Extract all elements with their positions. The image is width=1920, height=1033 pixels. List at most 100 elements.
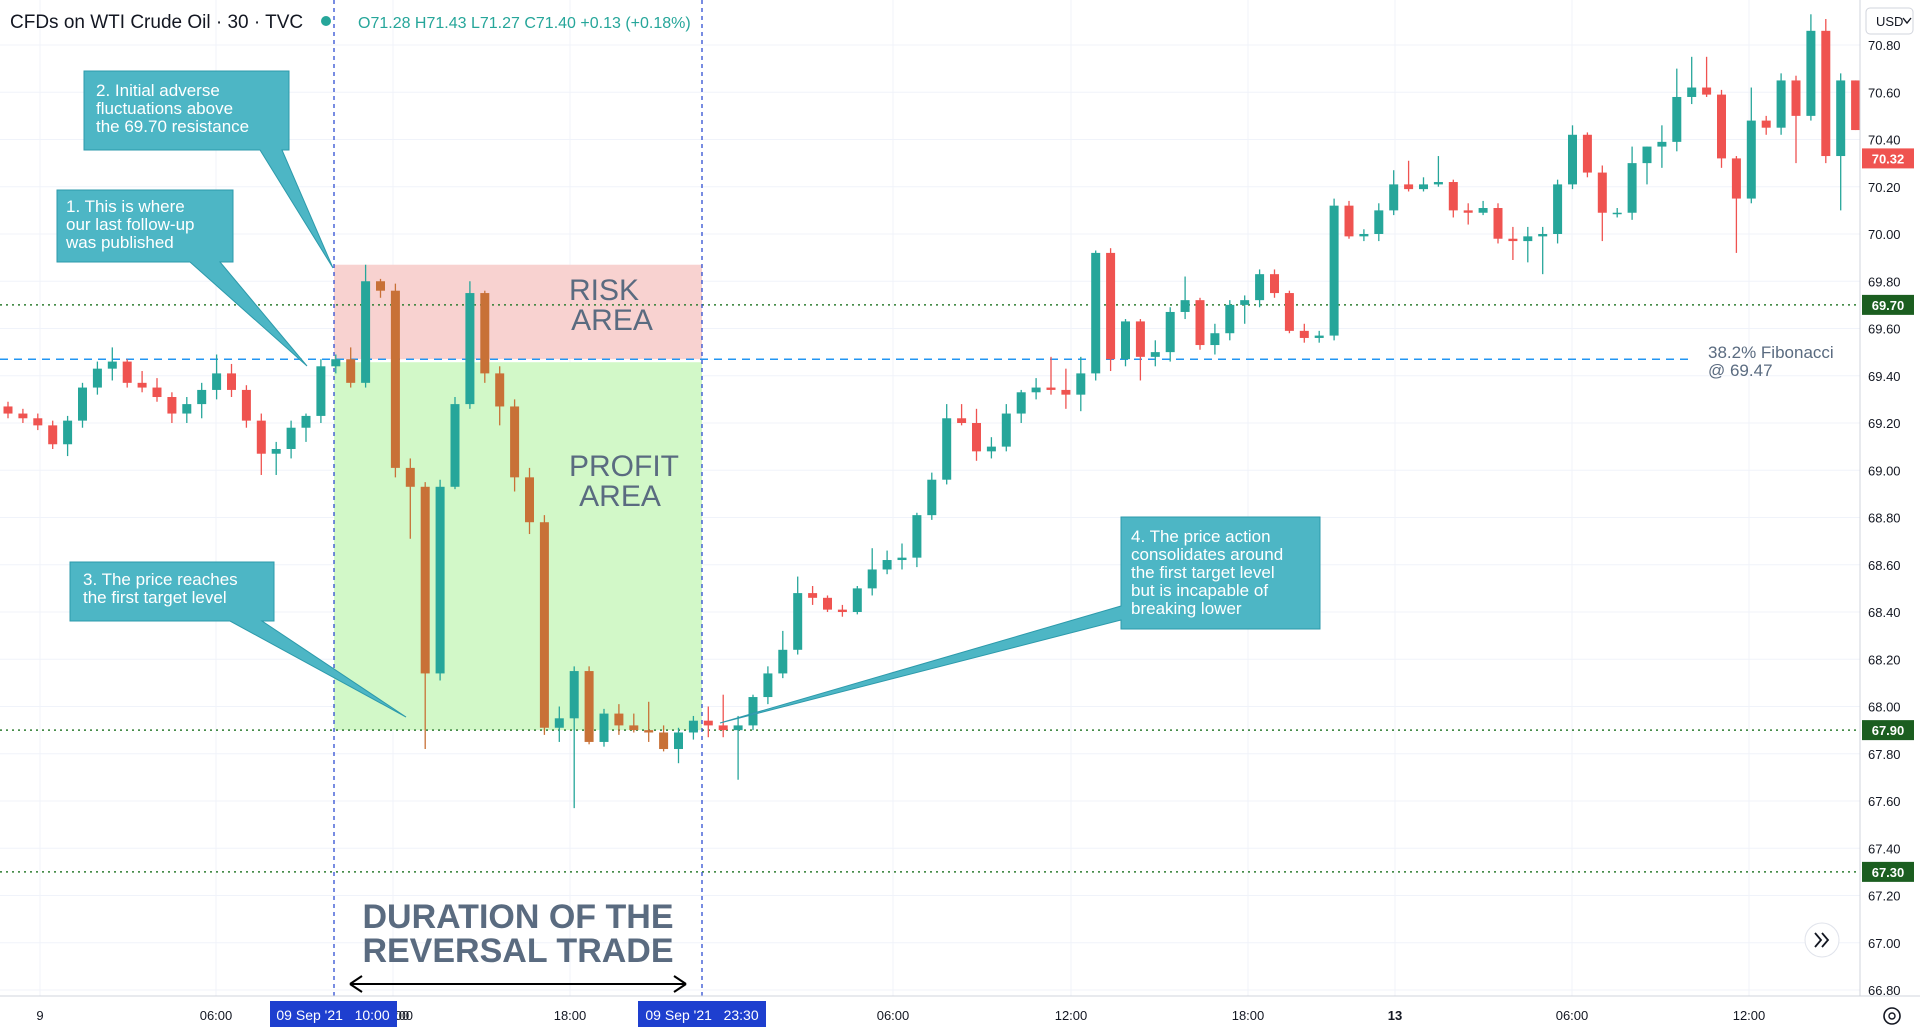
callout-2-line3: the 69.70 resistance xyxy=(96,117,249,136)
candle xyxy=(450,397,460,490)
price-axis[interactable] xyxy=(1860,0,1920,1033)
time-axis-ticks: 906:0012:0018:0006:0012:0018:001306:0012… xyxy=(36,1008,1765,1023)
candle-body xyxy=(718,725,728,731)
candle xyxy=(614,704,624,735)
candle-body xyxy=(1568,134,1577,185)
price-tick-label: 67.00 xyxy=(1868,936,1901,951)
candle xyxy=(986,437,996,459)
candle-body xyxy=(927,479,937,516)
price-badge: 67.30 xyxy=(1862,861,1914,882)
callout-4-line1: 4. The price action xyxy=(1131,527,1271,546)
candle-body xyxy=(986,446,996,452)
candle-body xyxy=(1776,80,1786,128)
candle xyxy=(1463,203,1473,225)
price-tick-label: 67.20 xyxy=(1868,889,1901,904)
candle xyxy=(480,290,490,383)
candle xyxy=(569,666,579,809)
candle xyxy=(539,515,549,735)
candle-body xyxy=(495,373,505,407)
price-badge-label: 69.70 xyxy=(1872,298,1905,313)
candle-body xyxy=(852,588,862,612)
candle-body xyxy=(525,477,534,523)
candle xyxy=(3,401,13,419)
candle xyxy=(1389,170,1399,216)
candle-body xyxy=(1031,387,1041,393)
price-tick-label: 70.20 xyxy=(1868,180,1901,195)
price-tick-label: 69.40 xyxy=(1868,369,1901,384)
candle xyxy=(748,694,758,731)
price-badge-label: 67.30 xyxy=(1872,865,1905,880)
candle xyxy=(957,404,967,426)
candle-body xyxy=(1702,87,1712,95)
currency-label: USD xyxy=(1876,14,1903,29)
candle-body xyxy=(748,697,758,726)
price-badge: 69.70 xyxy=(1862,294,1914,315)
candle-body xyxy=(137,382,147,388)
candle-body xyxy=(644,730,654,733)
candle xyxy=(1076,356,1086,412)
duration-label-line1: DURATION OF THE xyxy=(362,898,673,936)
candle-body xyxy=(733,725,743,731)
candle xyxy=(599,708,609,747)
settings-button[interactable] xyxy=(1883,1007,1901,1025)
callout-1-line2: our last follow-up xyxy=(66,215,195,234)
candle xyxy=(897,543,907,570)
candle-body xyxy=(972,423,981,452)
price-tick-label: 70.00 xyxy=(1868,227,1901,242)
callouts: 1. This is where our last follow-up was … xyxy=(56,70,1321,724)
candle xyxy=(197,382,207,419)
candle xyxy=(584,666,594,745)
candle-body xyxy=(584,671,594,742)
candle xyxy=(1180,276,1190,320)
candle-body xyxy=(1746,120,1756,199)
candle-body xyxy=(1687,87,1697,97)
price-tick-label: 69.80 xyxy=(1868,274,1901,289)
candle xyxy=(703,706,713,738)
candle-body xyxy=(808,593,818,598)
candle xyxy=(212,354,222,400)
callout-3-line2: the first target level xyxy=(83,588,227,607)
symbol-title[interactable]: CFDs on WTI Crude Oil · 30 · TVC xyxy=(10,12,303,33)
candle xyxy=(1508,226,1518,260)
scroll-to-realtime-button[interactable] xyxy=(1804,922,1840,958)
callout-4-line4: but is incapable of xyxy=(1131,581,1268,600)
candle xyxy=(1776,73,1786,135)
candle xyxy=(241,385,251,428)
candle xyxy=(1493,203,1503,244)
fibonacci-label-line2: @ 69.47 xyxy=(1708,361,1773,380)
candle-body xyxy=(957,418,967,423)
date-badge-start: 09 Sep '21 10:00 xyxy=(270,1001,397,1027)
candle xyxy=(659,725,669,752)
price-badge: 67.90 xyxy=(1862,720,1914,741)
candle-body xyxy=(1076,373,1086,395)
candle xyxy=(763,666,773,705)
candle-body xyxy=(539,522,549,728)
candle-body xyxy=(107,361,117,369)
candle-body xyxy=(182,404,192,414)
candle xyxy=(837,604,847,617)
candle xyxy=(1761,115,1771,135)
candle-body xyxy=(167,397,177,414)
time-tick-label: 12:00 xyxy=(1055,1008,1088,1023)
candle-body xyxy=(1493,208,1503,239)
candle xyxy=(793,576,803,655)
price-tick-label: 69.60 xyxy=(1868,322,1901,337)
chevron-down-icon xyxy=(1902,17,1912,25)
candle xyxy=(1702,56,1712,97)
time-tick-label: 9 xyxy=(36,1008,43,1023)
price-tick-label: 67.60 xyxy=(1868,794,1901,809)
candle-body xyxy=(674,732,683,750)
candle-body xyxy=(361,281,371,383)
candle-body xyxy=(1419,184,1428,190)
price-tick-label: 70.80 xyxy=(1868,38,1901,53)
currency-selector[interactable]: USD xyxy=(1865,7,1914,35)
candle-body xyxy=(316,366,326,416)
candle-body xyxy=(1240,300,1250,305)
candle xyxy=(1121,319,1130,367)
profit-area-label-line2: AREA xyxy=(579,480,661,513)
candle xyxy=(301,413,311,442)
candle-body xyxy=(1523,236,1533,242)
candle-body xyxy=(793,593,803,650)
candle xyxy=(182,397,192,423)
